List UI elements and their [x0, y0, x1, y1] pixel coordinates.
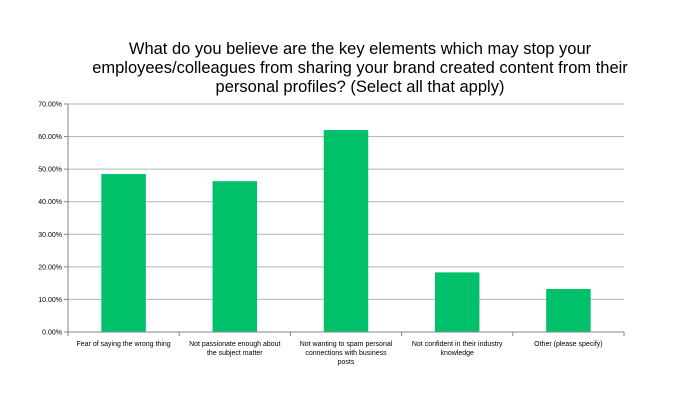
y-tick-label: 50.00% — [38, 167, 62, 174]
x-tick-labels: Fear of saying the wrong thing Not passio… — [77, 341, 603, 366]
y-tick-label: 20.00% — [38, 264, 62, 271]
bar — [101, 174, 146, 332]
y-tick-label: 10.00% — [38, 297, 62, 304]
x-tick-label: Fear of saying the wrong thing — [77, 341, 171, 348]
chart-title: What do you believe are the key elements… — [90, 40, 630, 97]
y-tick-label: 40.00% — [38, 199, 62, 206]
bar — [323, 130, 369, 332]
y-tick-label: 60.00% — [38, 134, 62, 141]
bars — [101, 130, 591, 332]
y-tick-label: 70.00% — [38, 102, 62, 109]
x-tick-label: Not passionate enough about the subject m… — [189, 341, 281, 357]
bar — [434, 272, 480, 332]
x-tick-label: Other (please specify) — [534, 341, 602, 348]
axes — [64, 103, 625, 336]
y-tick-label: 0.00% — [42, 330, 62, 337]
bar — [212, 181, 258, 332]
bar — [546, 289, 591, 332]
y-tick-label: 30.00% — [38, 232, 62, 239]
chart-title-line-1: What do you believe are the key elements… — [128, 40, 592, 58]
y-tick-labels: 0.00% 10.00% 20.00% 30.00% 40.00% 50.00% 60.00… — [38, 102, 62, 337]
x-tick-label: Not confident in their industry knowledge — [412, 341, 503, 357]
chart-title-line-3: personal profiles? (Select all that appl… — [215, 78, 505, 96]
x-tick-label: Not wanting to spam personal connections … — [300, 341, 393, 366]
chart-title-line-2: employees/colleagues from sharing your b… — [92, 59, 628, 77]
